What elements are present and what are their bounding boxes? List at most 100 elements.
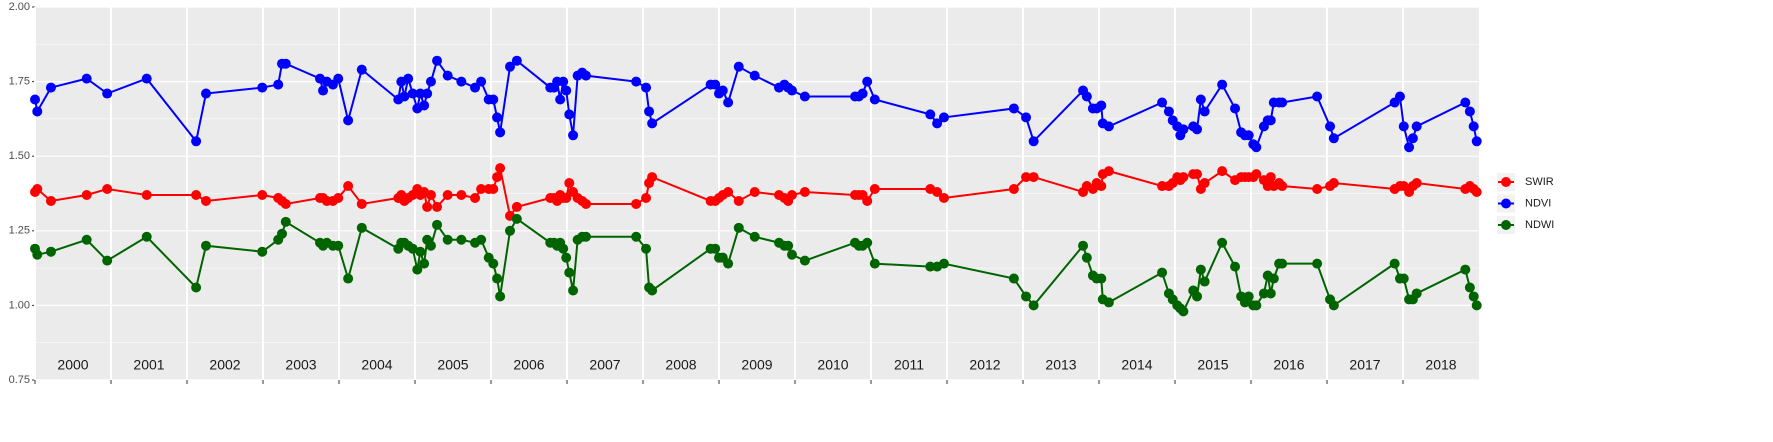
point bbox=[644, 106, 655, 117]
point bbox=[102, 184, 113, 195]
year-label: 2008 bbox=[665, 357, 696, 373]
point bbox=[749, 231, 760, 242]
point bbox=[488, 184, 499, 195]
point bbox=[273, 79, 284, 90]
point bbox=[733, 195, 744, 206]
point bbox=[1096, 100, 1107, 111]
point bbox=[432, 201, 443, 212]
year-label: 2012 bbox=[969, 357, 1000, 373]
point bbox=[1157, 181, 1168, 192]
point bbox=[511, 55, 522, 66]
point bbox=[1468, 121, 1479, 132]
point bbox=[1096, 181, 1107, 192]
point bbox=[432, 219, 443, 230]
point bbox=[201, 195, 211, 206]
point bbox=[333, 73, 344, 84]
legend-label: SWIR bbox=[1525, 176, 1554, 188]
point bbox=[81, 234, 92, 245]
year-label: 2002 bbox=[209, 357, 240, 373]
point bbox=[280, 216, 291, 227]
point bbox=[495, 163, 506, 174]
point bbox=[505, 225, 515, 236]
point bbox=[1230, 103, 1241, 114]
year-label: 2015 bbox=[1197, 357, 1228, 373]
year-label: 2003 bbox=[285, 357, 316, 373]
point bbox=[786, 249, 797, 260]
point bbox=[581, 198, 591, 209]
point bbox=[356, 64, 367, 75]
point bbox=[81, 73, 92, 84]
point bbox=[407, 243, 418, 254]
point bbox=[45, 246, 56, 257]
point bbox=[1471, 136, 1482, 147]
point bbox=[476, 76, 487, 87]
y-tick-label: 1.25 bbox=[9, 225, 30, 237]
series bbox=[30, 163, 1482, 221]
point bbox=[558, 243, 569, 254]
point bbox=[862, 237, 873, 248]
point bbox=[717, 85, 728, 96]
point bbox=[32, 106, 43, 117]
point bbox=[1411, 288, 1422, 299]
point bbox=[1157, 97, 1168, 108]
point bbox=[869, 258, 880, 269]
point bbox=[191, 189, 202, 200]
point bbox=[857, 88, 868, 99]
point bbox=[30, 94, 40, 105]
point bbox=[932, 187, 943, 198]
point bbox=[257, 246, 268, 257]
year-label: 2017 bbox=[1349, 357, 1380, 373]
point bbox=[1251, 142, 1262, 153]
point bbox=[783, 240, 794, 251]
point bbox=[257, 189, 268, 200]
point bbox=[492, 112, 503, 123]
point bbox=[488, 94, 499, 105]
point bbox=[1411, 121, 1422, 132]
point bbox=[32, 184, 43, 195]
point bbox=[1199, 178, 1210, 189]
point bbox=[1217, 79, 1228, 90]
point bbox=[641, 192, 652, 203]
point bbox=[432, 55, 443, 66]
point bbox=[1251, 169, 1262, 180]
point bbox=[425, 189, 436, 200]
point bbox=[558, 76, 569, 87]
point bbox=[1028, 172, 1039, 183]
point bbox=[1192, 169, 1203, 180]
point bbox=[280, 58, 291, 69]
point bbox=[1008, 184, 1019, 195]
point bbox=[1021, 112, 1032, 123]
year-label: 2000 bbox=[57, 357, 88, 373]
point bbox=[1468, 291, 1479, 302]
point bbox=[191, 136, 202, 147]
point bbox=[102, 88, 113, 99]
point bbox=[561, 85, 572, 96]
point bbox=[419, 258, 430, 269]
point bbox=[1199, 106, 1210, 117]
point bbox=[442, 189, 453, 200]
point bbox=[1103, 297, 1114, 308]
point bbox=[1028, 136, 1039, 147]
point bbox=[1195, 264, 1206, 275]
point bbox=[141, 189, 152, 200]
point bbox=[191, 282, 202, 293]
point bbox=[511, 201, 522, 212]
point bbox=[492, 172, 503, 183]
point bbox=[647, 285, 658, 296]
point bbox=[1325, 121, 1336, 132]
point bbox=[343, 273, 354, 284]
point bbox=[32, 249, 43, 260]
point bbox=[1460, 264, 1471, 275]
point bbox=[488, 258, 499, 269]
point bbox=[1251, 300, 1262, 311]
point bbox=[425, 76, 436, 87]
point bbox=[1328, 133, 1339, 144]
point bbox=[412, 264, 423, 275]
year-label: 2006 bbox=[513, 357, 544, 373]
point bbox=[1243, 291, 1254, 302]
point bbox=[1404, 142, 1415, 153]
point bbox=[495, 291, 506, 302]
point bbox=[581, 231, 591, 242]
point bbox=[749, 70, 760, 81]
